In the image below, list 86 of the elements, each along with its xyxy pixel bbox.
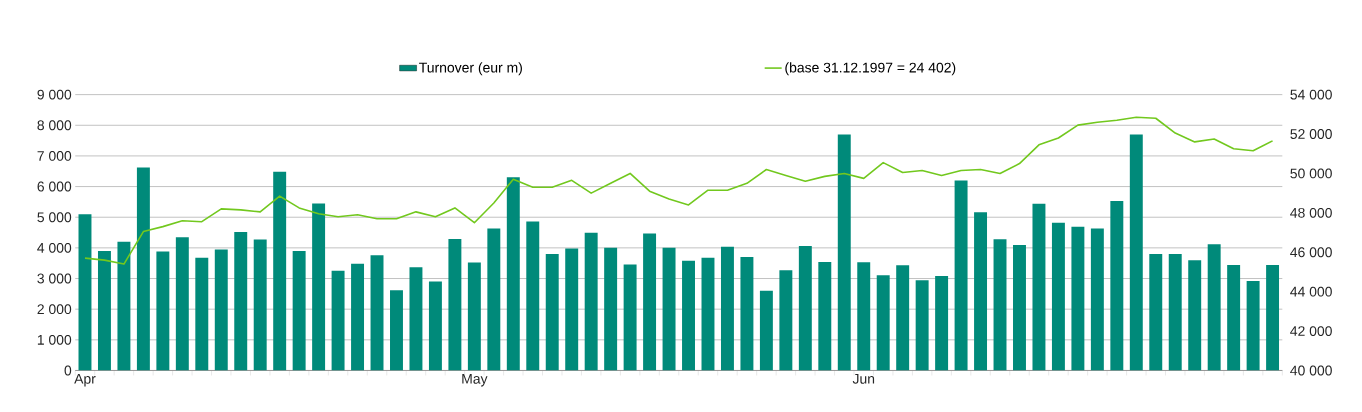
bar — [896, 265, 910, 371]
bar — [526, 221, 540, 371]
bar — [292, 250, 306, 371]
bar — [682, 260, 695, 371]
bar — [273, 171, 287, 371]
legend-label: (base 31.12.1997 = 24 402) — [785, 62, 956, 76]
bar — [935, 275, 949, 371]
bar — [643, 233, 657, 371]
bar — [584, 232, 598, 371]
y-tick-label: 7 000 — [37, 150, 72, 161]
bar — [370, 255, 384, 371]
bar — [487, 228, 501, 371]
bar — [195, 257, 209, 371]
bar — [1246, 280, 1260, 371]
bar — [1110, 200, 1124, 371]
bar — [467, 262, 481, 371]
bar — [993, 239, 1007, 371]
y-tick-label: 0 — [64, 365, 72, 376]
bar — [565, 248, 579, 371]
bar — [214, 249, 228, 371]
y-tick-label: 2 000 — [37, 304, 72, 314]
y-tick-label: 4 000 — [37, 242, 72, 253]
bar — [351, 263, 365, 371]
bar — [1227, 264, 1241, 371]
bar — [818, 261, 832, 371]
x-tick-label: Jun — [852, 373, 875, 384]
y2-tick-label: 50 000 — [1290, 168, 1332, 179]
y-tick-label: 5 000 — [37, 212, 72, 223]
bar — [1149, 253, 1163, 371]
bar — [740, 256, 754, 371]
bar — [662, 247, 676, 371]
y-tick-label: 6 000 — [37, 181, 72, 192]
bar — [915, 280, 929, 371]
bar — [1013, 244, 1026, 371]
y2-tick-label: 48 000 — [1290, 207, 1332, 218]
bar — [545, 253, 559, 371]
bar — [701, 257, 715, 371]
bar — [253, 239, 267, 371]
y2-tick-label: 46 000 — [1290, 247, 1332, 258]
y-tick-label: 1 000 — [37, 334, 72, 345]
y2-tick-label: 44 000 — [1290, 286, 1332, 297]
bar — [1032, 203, 1046, 371]
bar — [974, 212, 988, 371]
x-tick-label: May — [462, 373, 488, 387]
bar — [1129, 134, 1143, 371]
bar — [1051, 222, 1065, 371]
bar — [1207, 244, 1221, 371]
bar — [156, 251, 170, 371]
bar — [604, 247, 618, 371]
bar — [312, 203, 326, 371]
bar — [234, 231, 248, 371]
y-tick-label: 9 000 — [37, 89, 72, 100]
bar — [837, 134, 851, 371]
bar — [1168, 253, 1182, 371]
bar — [876, 275, 890, 371]
bar — [759, 290, 773, 371]
bar — [78, 214, 92, 371]
bar — [97, 250, 111, 371]
y2-tick-label: 54 000 — [1290, 89, 1332, 100]
bar — [798, 245, 812, 371]
bar — [1266, 264, 1280, 371]
bar — [448, 238, 462, 371]
bar — [331, 270, 345, 371]
bar — [779, 270, 793, 371]
bar — [175, 236, 189, 371]
x-tick-label: Apr — [74, 373, 96, 387]
y2-tick-label: 52 000 — [1290, 128, 1332, 139]
bar — [1071, 226, 1085, 371]
bar — [1188, 259, 1202, 371]
bar — [857, 262, 871, 371]
y2-tick-label: 40 000 — [1290, 365, 1332, 376]
y-tick-label: 8 000 — [37, 120, 72, 131]
bar — [117, 241, 131, 371]
bar — [954, 180, 968, 371]
bar — [428, 281, 442, 371]
legend-label: Turnover (eur m) — [419, 62, 522, 76]
bar — [136, 167, 150, 371]
bar — [409, 267, 423, 371]
bar — [1090, 228, 1104, 371]
y2-tick-label: 42 000 — [1290, 325, 1332, 336]
y-tick-label: 3 000 — [37, 273, 72, 284]
bar — [623, 264, 637, 371]
bar — [390, 290, 403, 371]
bar — [720, 246, 734, 371]
line-series — [84, 116, 1274, 265]
bar — [506, 177, 520, 371]
